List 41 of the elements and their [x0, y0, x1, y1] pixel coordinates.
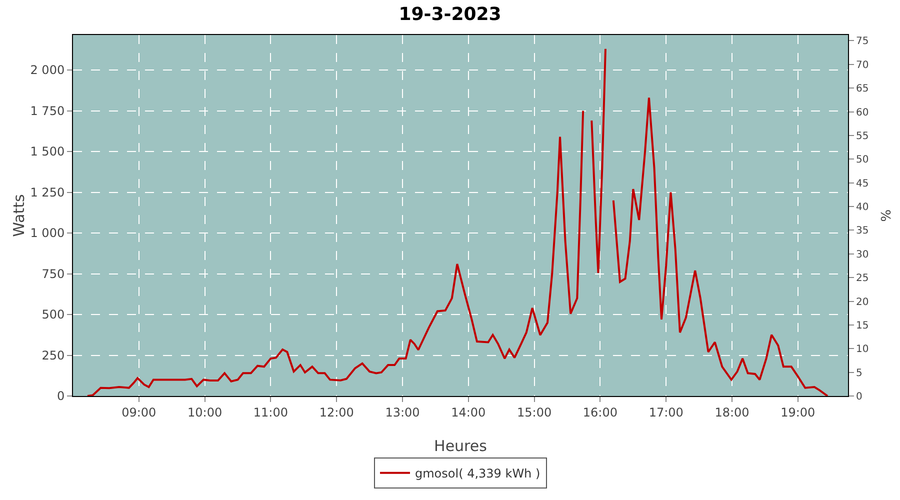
y-tick-label: 0: [56, 389, 65, 404]
y-tick-label: 1 250: [30, 185, 65, 200]
y-tick-label: 1 000: [30, 226, 65, 240]
x-axis-title: Heures: [434, 437, 488, 455]
y2-tick-label: 15: [856, 320, 869, 332]
y2-tick-label: 50: [856, 154, 869, 166]
x-tick-label: 10:00: [188, 405, 222, 420]
y2-tick-label: 10: [856, 344, 869, 356]
y-tick-label: 750: [42, 266, 65, 281]
y-tick-label: 500: [42, 308, 65, 322]
chart-title: 19-3-2023: [398, 4, 502, 26]
y2-tick-label: 35: [856, 226, 869, 237]
y-axis-title: Watts: [10, 194, 28, 237]
y2-tick-label: 60: [856, 107, 869, 118]
x-tick-label: 13:00: [385, 405, 420, 420]
y2-tick-label: 70: [856, 60, 869, 71]
y2-tick-label: 5: [856, 368, 862, 379]
x-tick-label: 16:00: [582, 405, 618, 420]
x-tick-label: 18:00: [714, 405, 750, 420]
x-tick-label: 15:00: [517, 405, 552, 420]
y2-tick-label: 30: [856, 249, 869, 260]
x-tick-label: 09:00: [122, 405, 156, 420]
y-tick-label: 1 500: [30, 144, 65, 159]
y2-tick-label: 55: [856, 130, 869, 142]
y2-tick-label: 20: [856, 296, 869, 308]
x-tick-label: 12:00: [319, 405, 354, 420]
y-tick-label: 2 000: [30, 63, 65, 78]
y2-tick-label: 40: [856, 202, 869, 213]
x-tick-label: 11:00: [253, 405, 288, 420]
y2-tick-label: 25: [856, 273, 869, 284]
y2-tick-label: 65: [856, 84, 869, 95]
y2-tick-label: 45: [856, 178, 869, 190]
y2-axis-title: %: [880, 209, 894, 222]
x-tick-label: 17:00: [648, 405, 684, 420]
y-tick-label: 250: [42, 348, 65, 362]
x-tick-label: 14:00: [451, 405, 486, 420]
x-tick-label: 19:00: [780, 405, 816, 420]
y2-tick-label: 0: [856, 392, 862, 402]
y2-tick-label: 75: [856, 36, 869, 48]
legend-label: gmosol( 4,339 kWh ): [415, 466, 540, 481]
y-tick-label: 1 750: [30, 104, 65, 118]
